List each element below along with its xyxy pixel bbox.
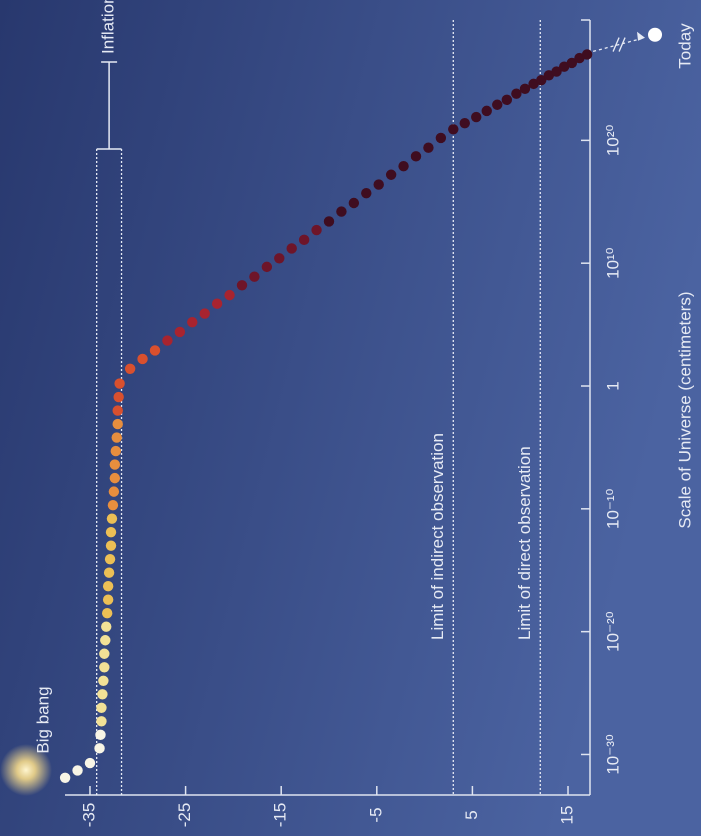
data-point [101, 608, 113, 619]
y-tick-label: 10⁻³⁰ [603, 734, 622, 775]
data-point [106, 513, 118, 524]
data-point [95, 729, 106, 741]
data-point [224, 289, 235, 301]
data-point [109, 472, 121, 484]
limit-label: Limit of indirect observation [428, 433, 447, 640]
data-point [149, 345, 161, 356]
data-point [94, 743, 105, 754]
x-tick-label: 5 [462, 810, 481, 819]
data-point [109, 459, 121, 470]
data-point [101, 621, 112, 632]
data-point [448, 124, 459, 135]
data-point [112, 405, 123, 416]
data-point [373, 179, 384, 190]
x-tick-label: 15 [557, 806, 576, 825]
data-point [551, 66, 562, 77]
data-point [236, 280, 248, 291]
data-point [105, 526, 117, 538]
big-bang-label: Big bang [33, 686, 52, 753]
data-point [107, 499, 119, 511]
data-point [311, 224, 322, 236]
axis-break [618, 37, 626, 52]
data-point [162, 335, 173, 346]
big-bang-glow [0, 744, 52, 796]
inflation-label: Inflation [99, 0, 118, 54]
limit-label: Limit of direct observation [515, 446, 534, 640]
data-point [174, 326, 186, 338]
data-point [96, 716, 107, 727]
x-tick-label: -15 [271, 803, 290, 828]
y-tick-label: 10⁻²⁰ [603, 611, 622, 652]
axis-break [612, 37, 620, 52]
data-point [410, 151, 422, 162]
data-point [336, 206, 347, 217]
data-point [385, 169, 397, 180]
data-point [471, 111, 482, 123]
x-tick-label: -25 [175, 803, 194, 828]
data-point [103, 567, 115, 578]
today-arrowhead [637, 31, 646, 41]
data-point [84, 757, 96, 769]
data-point [199, 308, 210, 319]
data-point [323, 216, 335, 227]
data-point [249, 271, 260, 282]
x-tick-label: -5 [366, 807, 385, 822]
y-axis-title: Scale of Universe (centimeters) [675, 291, 694, 528]
data-point [112, 418, 123, 430]
y-tick-label: 10²⁰ [603, 124, 622, 156]
data-point [566, 57, 578, 69]
plot: -35 -25 -15 -5 5 15 10⁻³⁰ 10⁻²⁰ 10⁻¹⁰ 1 10¹⁰ 10²⁰ Sc… [33, 0, 694, 827]
data-point [108, 486, 120, 497]
data-point [99, 648, 110, 659]
x-tick-label: -35 [79, 803, 98, 828]
data-point [286, 243, 297, 254]
data-point [124, 363, 136, 375]
data-point [113, 391, 124, 403]
data-point [59, 772, 71, 784]
data-point [114, 378, 125, 389]
data-point [398, 160, 409, 172]
today-arrow [592, 38, 642, 53]
data-point [104, 553, 116, 565]
data-point [97, 689, 108, 700]
data-point [501, 94, 513, 106]
data-point [105, 540, 117, 551]
data-point [99, 662, 110, 673]
data-point [211, 298, 223, 309]
data-point [102, 581, 114, 592]
data-point [98, 675, 109, 686]
data-point [536, 74, 547, 86]
today-label: Today [675, 23, 694, 69]
data-point [519, 83, 531, 94]
data-point [274, 253, 285, 264]
y-tick-label: 10¹⁰ [603, 247, 622, 279]
data-point [423, 142, 434, 153]
data-point [111, 432, 122, 443]
data-point [459, 117, 470, 129]
data-point [100, 635, 111, 646]
y-tick-label: 10⁻¹⁰ [603, 488, 622, 529]
data-point [581, 49, 593, 60]
data-point [110, 445, 121, 457]
y-tick-label: 1 [603, 381, 622, 390]
today-point [648, 27, 663, 42]
data-point [481, 105, 492, 117]
data-point [492, 99, 503, 110]
data-point [361, 187, 372, 199]
data-point [298, 234, 310, 246]
data-point [96, 702, 107, 713]
data-point [261, 261, 273, 273]
data-point [102, 594, 114, 605]
data-point [435, 132, 447, 144]
data-point [137, 353, 148, 365]
data-point [511, 88, 522, 99]
data-point [348, 197, 360, 209]
data-point [187, 316, 198, 328]
data-point [72, 765, 83, 776]
